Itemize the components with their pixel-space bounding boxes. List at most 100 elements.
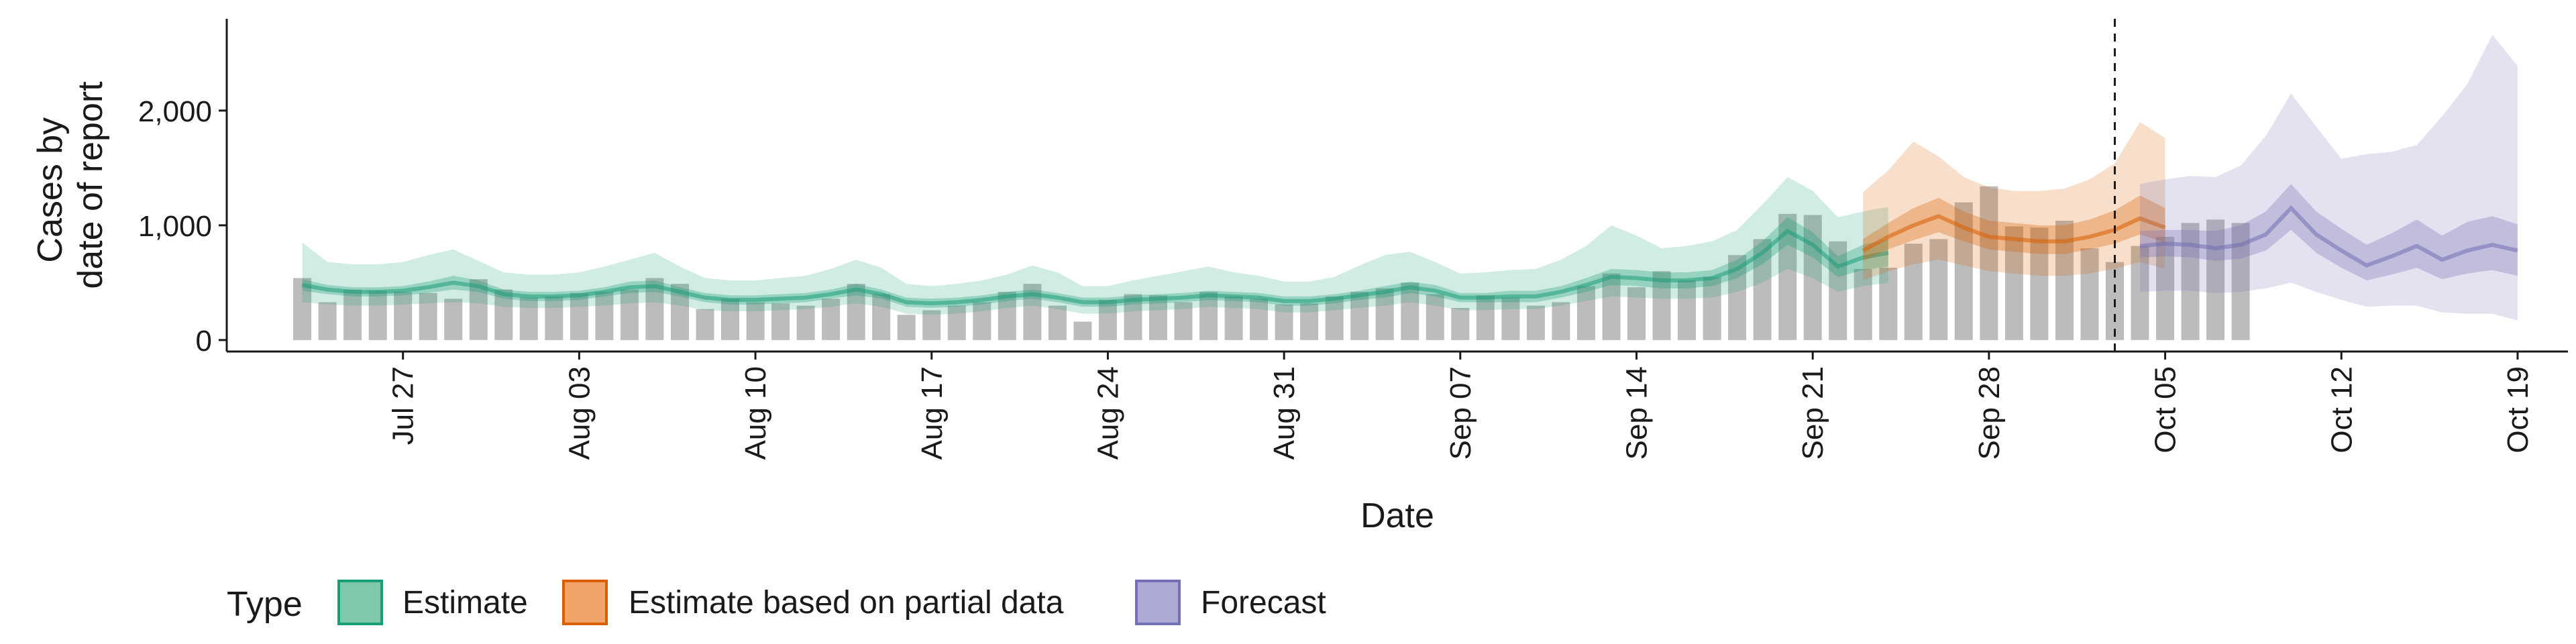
observed-bar — [1275, 304, 1293, 340]
observed-bar — [2181, 223, 2200, 340]
y-axis-title: Cases by date of report — [31, 81, 110, 289]
observed-bar — [1501, 297, 1520, 340]
y-tick-label: 2,000 — [138, 95, 212, 128]
observed-bar — [1678, 280, 1696, 340]
observed-bar — [1073, 321, 1092, 340]
observed-bar — [1098, 300, 1117, 340]
observed-bar — [570, 292, 588, 340]
legend-label: Estimate — [402, 585, 528, 621]
observed-bar — [519, 297, 538, 340]
observed-bar — [1350, 292, 1369, 340]
observed-bar — [1627, 287, 1646, 340]
observed-bar — [1325, 296, 1344, 340]
observed-bar — [2131, 246, 2149, 340]
observed-bar — [1552, 302, 1570, 340]
observed-bar — [771, 303, 790, 340]
y-axis-title-line-1: Cases by — [31, 117, 70, 263]
observed-bar — [1929, 239, 1948, 340]
x-tick-label: Sep 14 — [1621, 366, 1654, 460]
observed-bar — [822, 299, 841, 340]
legend-title: Type — [227, 585, 303, 624]
forecast-outer-band — [2140, 34, 2518, 321]
observed-bar — [1451, 308, 1470, 340]
estimate-based-on-partial-data-inner-band — [1863, 195, 2165, 261]
observed-bar — [1879, 268, 1898, 340]
legend-item: Forecast — [1135, 580, 1326, 625]
x-tick-label: Aug 24 — [1091, 366, 1124, 460]
y-axis-ticks: 0 1,000 2,000 — [138, 95, 227, 358]
legend-items: Estimate Estimate based on partial data Fo… — [337, 580, 1326, 625]
observed-bar — [922, 310, 941, 340]
observed-bar — [2156, 237, 2175, 340]
observed-bar — [1904, 244, 1923, 340]
observed-bar — [318, 302, 337, 340]
observed-bar — [947, 305, 966, 340]
x-tick-label: Aug 17 — [916, 366, 949, 460]
observed-bar — [1854, 268, 1872, 340]
x-tick-label: Sep 21 — [1796, 366, 1829, 460]
observed-bar — [1300, 303, 1319, 340]
observed-bar — [545, 296, 564, 340]
observed-bar — [1576, 286, 1595, 340]
observed-bar — [1199, 292, 1218, 340]
legend-label: Estimate based on partial data — [629, 585, 1064, 621]
observed-bar — [897, 315, 916, 340]
observed-bar — [419, 292, 437, 340]
observed-bar — [1149, 295, 1167, 340]
observed-bar — [1476, 295, 1495, 340]
x-tick-label: Aug 03 — [563, 366, 596, 460]
legend-key — [337, 580, 383, 625]
x-axis-title: Date — [1360, 496, 1434, 535]
observed-bar — [1602, 273, 1621, 340]
legend: Type Estimate Estimate based on partial d… — [227, 580, 1326, 625]
observed-bar — [2030, 227, 2049, 340]
observed-bar — [620, 289, 639, 340]
observed-bar — [2080, 248, 2099, 340]
x-tick-label: Aug 10 — [739, 366, 772, 460]
observed-bar — [343, 289, 362, 340]
forecast-median-line — [2139, 205, 2518, 268]
legend-item: Estimate based on partial data — [562, 580, 1064, 625]
legend-label: Forecast — [1201, 585, 1326, 621]
forecast-inner-band — [2140, 184, 2518, 280]
observed-bar — [1174, 302, 1193, 340]
observed-bar — [1652, 271, 1671, 340]
observed-bar — [746, 302, 765, 340]
observed-bar — [595, 292, 614, 340]
observed-bar — [1224, 296, 1243, 340]
observed-bar — [2206, 219, 2225, 340]
observed-bar — [1250, 299, 1269, 340]
observed-bar — [721, 299, 739, 340]
observed-bar — [494, 289, 513, 340]
observed-bar — [1803, 215, 1822, 340]
estimate-median-line — [302, 228, 1889, 306]
observed-bar — [2004, 226, 2023, 340]
observed-bar — [1980, 186, 1998, 340]
x-axis-ticks: Jul 27 Aug 03 Aug 10 Aug 17 Aug 24 Aug 31 Sep … — [387, 352, 2534, 460]
observed-bar — [368, 290, 387, 340]
x-tick-label: Oct 19 — [2502, 366, 2534, 453]
x-tick-label: Aug 31 — [1268, 366, 1301, 460]
estimate-based-on-partial-data-outer-band — [1863, 121, 2165, 280]
estimate-outer-band — [302, 177, 1888, 315]
plot-area — [293, 19, 2518, 352]
legend-item: Estimate — [337, 580, 528, 625]
y-axis-title-line-2: date of report — [71, 81, 110, 289]
x-tick-label: Sep 07 — [1444, 366, 1477, 460]
observed-bar — [998, 292, 1016, 340]
observed-bar — [1375, 288, 1394, 340]
observed-bar — [696, 309, 714, 340]
observed-bar — [1048, 305, 1067, 340]
observed-bar — [973, 302, 991, 340]
x-tick-label: Oct 05 — [2149, 366, 2182, 453]
legend-key — [562, 580, 608, 625]
observed-bar — [796, 305, 815, 340]
observed-bar — [1703, 276, 1721, 340]
x-tick-label: Oct 12 — [2325, 366, 2358, 453]
y-tick-label: 0 — [196, 325, 212, 358]
observed-bar — [872, 294, 891, 340]
observed-bar — [847, 284, 865, 340]
observed-bar — [1401, 282, 1419, 340]
y-tick-label: 1,000 — [138, 210, 212, 243]
